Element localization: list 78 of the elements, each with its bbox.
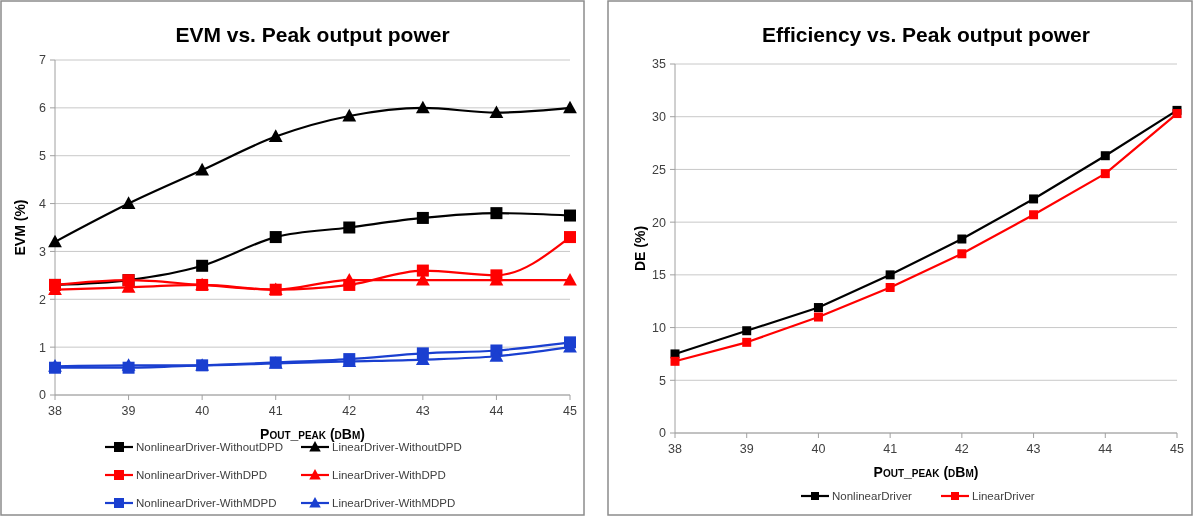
- y-tick-label: 35: [652, 57, 667, 72]
- point: [342, 108, 357, 122]
- y-tick-label: 2: [39, 292, 47, 307]
- y-tick-label: 3: [39, 244, 47, 259]
- point: [1100, 169, 1110, 179]
- x-tick-label: 44: [1098, 442, 1113, 456]
- point: [269, 231, 282, 244]
- y-tick-label: 10: [652, 320, 667, 335]
- x-tick-label: 44: [489, 404, 504, 418]
- y-tick-label: 30: [652, 110, 667, 125]
- y-tick-label: 20: [652, 215, 667, 230]
- x-tick-label: 41: [883, 442, 898, 456]
- point: [813, 312, 823, 322]
- point: [490, 207, 503, 220]
- point: [957, 249, 967, 259]
- x-tick-label: 42: [342, 404, 357, 418]
- point: [564, 209, 576, 222]
- point: [268, 129, 283, 142]
- point: [564, 231, 576, 244]
- chart-title: Efficiency vs. Peak output power: [762, 23, 1090, 46]
- point: [742, 326, 752, 336]
- point: [1172, 109, 1182, 119]
- point: [563, 272, 577, 286]
- legend-label: NonlinearDriver-WithoutDPD: [136, 441, 283, 454]
- point: [342, 272, 357, 286]
- x-axis-title: Pout_peak (dBm): [260, 426, 365, 442]
- chart-title: EVM vs. Peak output power: [175, 23, 450, 46]
- point: [416, 211, 429, 224]
- y-tick-label: 6: [39, 101, 47, 116]
- legend-label: NonlinearDriver-WithMDPD: [136, 497, 277, 510]
- point: [1029, 194, 1039, 204]
- legend-label: NonlinearDriver: [832, 490, 913, 503]
- legend-label: NonlinearDriver-WithDPD: [136, 469, 267, 482]
- point: [416, 264, 429, 277]
- x-tick-label: 39: [121, 404, 136, 418]
- point: [48, 234, 62, 248]
- x-tick-label: 38: [668, 442, 682, 456]
- y-tick-label: 7: [39, 53, 47, 68]
- point: [196, 259, 209, 272]
- y-tick-label: 15: [652, 268, 667, 283]
- point: [415, 100, 430, 114]
- y-tick-label: 4: [39, 196, 47, 211]
- x-tick-label: 43: [415, 404, 430, 418]
- point: [742, 337, 752, 347]
- y-axis-title: DE (%): [632, 225, 648, 272]
- x-tick-label: 45: [563, 404, 577, 418]
- point: [885, 283, 895, 293]
- point: [489, 105, 504, 119]
- y-tick-label: 5: [39, 149, 47, 164]
- x-tick-label: 40: [195, 404, 210, 418]
- point: [195, 162, 210, 176]
- y-axis-title: EVM (%): [12, 199, 28, 256]
- x-tick-label: 40: [811, 442, 826, 456]
- point: [813, 303, 823, 313]
- x-tick-label: 41: [268, 404, 283, 418]
- x-tick-label: 38: [48, 404, 62, 418]
- legend-label: LinearDriver: [972, 490, 1035, 503]
- point: [121, 196, 136, 209]
- x-tick-label: 43: [1026, 442, 1041, 456]
- point: [885, 270, 895, 280]
- point: [1029, 210, 1039, 220]
- y-tick-label: 0: [659, 426, 667, 441]
- y-tick-label: 1: [39, 340, 47, 355]
- point: [343, 221, 356, 234]
- point: [957, 234, 967, 244]
- x-tick-label: 42: [954, 442, 969, 456]
- y-tick-label: 5: [659, 373, 667, 388]
- y-tick-label: 0: [39, 388, 47, 403]
- point: [670, 356, 680, 366]
- y-tick-label: 25: [652, 162, 667, 177]
- legend-label: LinearDriver-WithMDPD: [332, 497, 456, 510]
- x-tick-label: 39: [739, 442, 754, 456]
- point: [1100, 151, 1110, 161]
- x-tick-label: 45: [1170, 442, 1184, 456]
- point: [563, 100, 577, 114]
- legend-label: LinearDriver-WithoutDPD: [332, 441, 462, 454]
- x-axis-title: Pout_peak (dBm): [873, 464, 979, 480]
- legend-label: LinearDriver-WithDPD: [332, 469, 446, 482]
